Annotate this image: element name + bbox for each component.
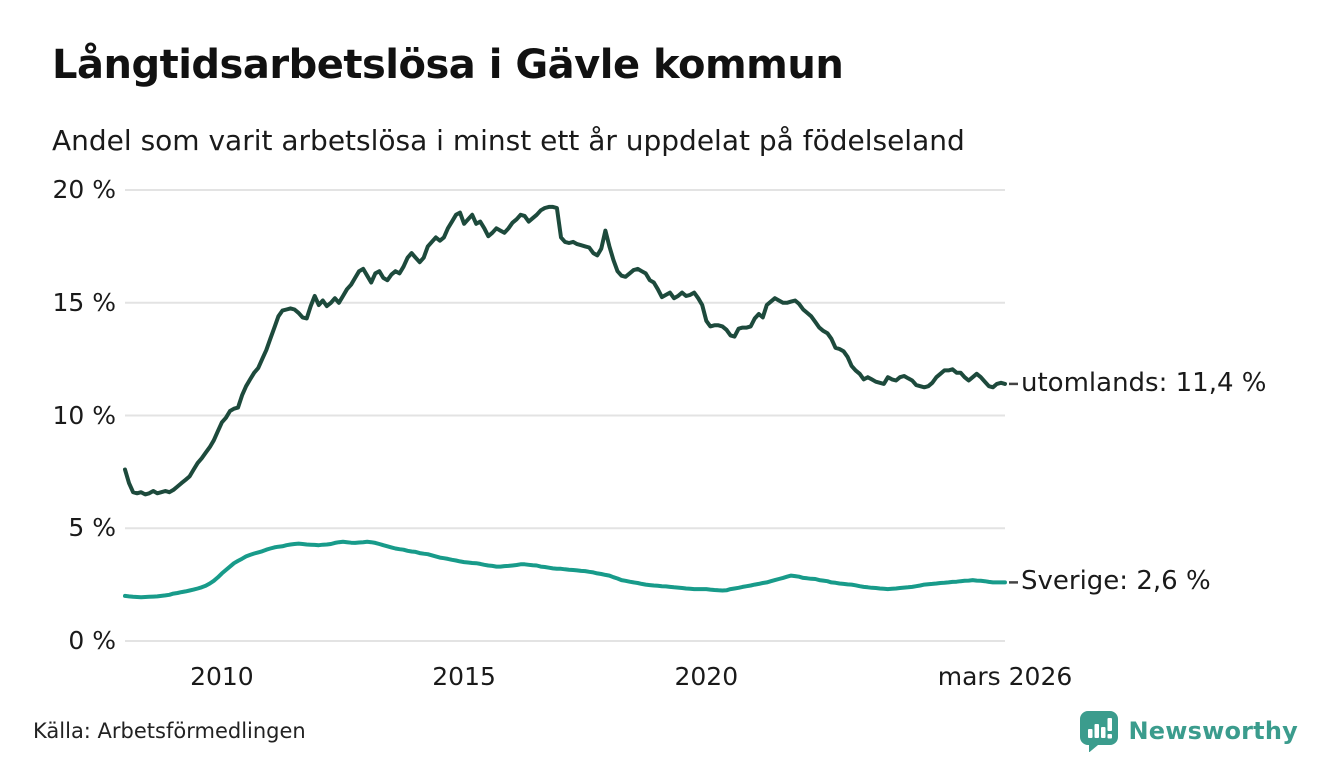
newsworthy-branding: Newsworthy <box>1079 710 1298 752</box>
y-axis-tick-0: 0 % <box>68 626 116 655</box>
gridlines <box>125 189 1005 642</box>
x-axis-tick-2015: 2015 <box>432 662 496 691</box>
series-line-utomlands <box>123 204 1007 497</box>
bar-chart-pin-icon <box>1080 711 1119 752</box>
source-credit: Källa: Arbetsförmedlingen <box>33 719 306 743</box>
series-label-utomlands: utomlands: 11,4 % <box>1021 367 1267 398</box>
y-axis-tick-10: 10 % <box>52 400 116 430</box>
x-axis-tick-mars-2026: mars 2026 <box>937 662 1073 691</box>
y-axis-tick-5: 5 % <box>68 513 116 543</box>
chart-title: Långtidsarbetslösa i Gävle kommun <box>52 42 844 88</box>
series-line-sverige <box>123 539 1007 600</box>
chart-subtitle: Andel som varit arbetslösa i minst ett å… <box>52 124 965 157</box>
x-axis-tick-2010: 2010 <box>190 662 254 691</box>
y-axis-tick-20: 20 % <box>52 175 116 204</box>
series-label-sverige: Sverige: 2,6 % <box>1021 566 1211 597</box>
newsworthy-wordmark: Newsworthy <box>1128 717 1298 745</box>
y-axis-tick-15: 15 % <box>52 287 116 317</box>
x-axis-tick-2020: 2020 <box>674 662 739 691</box>
